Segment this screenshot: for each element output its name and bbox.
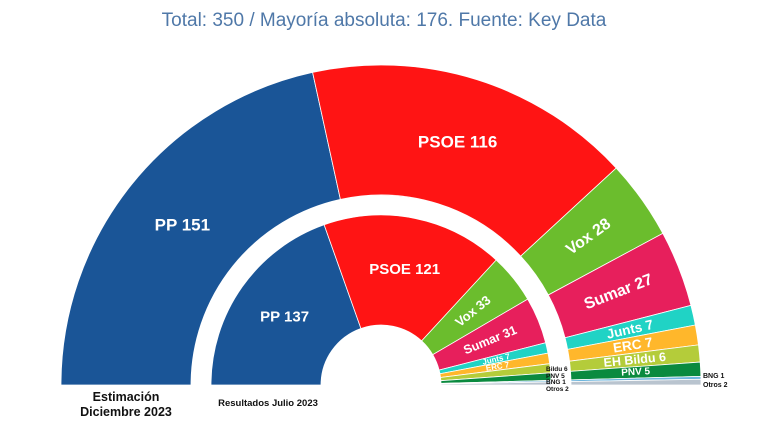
seat-label-bng-ring1: BNG 1 — [546, 379, 566, 386]
inner-ring-caption: Resultados Julio 2023 — [212, 396, 324, 411]
seat-wedge-pp-ring1 — [210, 224, 362, 386]
seat-label-psoe-ring0: PSOE 116 — [418, 132, 497, 151]
seat-wedge-otros-ring1 — [440, 381, 552, 386]
seat-wedge-psoe-ring0 — [312, 64, 617, 257]
seat-label-otros-ring1: Otros 2 — [546, 386, 569, 393]
seat-label-eh-bildu-ring0: EH Bildu 6 — [603, 350, 667, 370]
outer-ring-caption-line1: Estimación — [92, 390, 160, 404]
seat-label-otros-ring0: Otros 2 — [703, 382, 728, 389]
seat-wedge-otros-ring0 — [570, 378, 702, 386]
seat-label-psoe-ring1: PSOE 121 — [369, 261, 440, 278]
seat-label-bildu-ring1: Bildu 6 — [546, 366, 568, 373]
seat-label-pnv-ring1: PNV 5 — [546, 373, 565, 380]
seat-label-erc-ring0: ERC 7 — [612, 335, 654, 356]
seat-label-pp-ring1: PP 137 — [260, 308, 309, 325]
outer-ring-caption-line2: Diciembre 2023 — [80, 405, 172, 419]
inner-ring-caption-line1: Resultados Julio 2023 — [218, 398, 318, 409]
seat-wedge-psoe-ring1 — [323, 214, 497, 342]
seat-label-pnv-ring0: PNV 5 — [621, 366, 651, 378]
outer-ring-estimacion — [60, 64, 702, 386]
inner-ring-resultados — [210, 214, 552, 386]
seat-label-erc-ring1: ERC 7 — [485, 360, 510, 373]
chart-title: Total: 350 / Mayoría absoluta: 176. Fuen… — [161, 10, 607, 31]
seat-label-pp-ring0: PP 151 — [155, 216, 210, 235]
seat-label-bng-ring0: BNG 1 — [703, 373, 725, 380]
seat-wedge-pp-ring0 — [60, 71, 341, 386]
outer-ring-caption: Estimación Diciembre 2023 — [66, 390, 186, 420]
